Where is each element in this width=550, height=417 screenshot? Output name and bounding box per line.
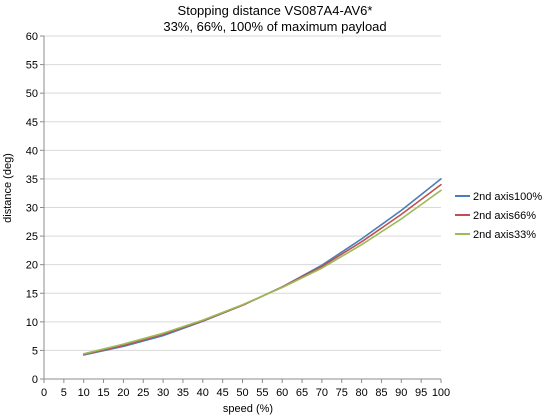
x-tick-label: 5: [61, 387, 67, 399]
legend: 2nd axis100% 2nd axis66% 2nd axis33%: [455, 191, 542, 241]
x-tick-label: 80: [355, 387, 367, 399]
y-tick-label: 50: [26, 88, 38, 100]
y-tick-label: 55: [26, 60, 38, 72]
y-tick-label: 25: [26, 231, 38, 243]
legend-label: 2nd axis66%: [473, 210, 536, 222]
x-tick-label: 10: [78, 387, 90, 399]
legend-label: 2nd axis100%: [473, 191, 542, 203]
x-tick-label: 35: [177, 387, 189, 399]
x-tick-label: 30: [157, 387, 169, 399]
y-tick-label: 0: [32, 374, 38, 386]
gridlines: [44, 35, 441, 351]
series-line: [82, 178, 442, 356]
chart-title: Stopping distance VS087A4-AV6*: [177, 3, 373, 18]
x-tick-label: 40: [197, 387, 209, 399]
x-tick-label: 0: [41, 387, 47, 399]
chart-subtitle: 33%, 66%, 100% of maximum payload: [163, 19, 387, 34]
y-tick-label: 10: [26, 317, 38, 329]
legend-label: 2nd axis33%: [473, 229, 536, 241]
x-tick-label: 55: [256, 387, 268, 399]
y-tick-label: 20: [26, 260, 38, 272]
series-line: [82, 189, 442, 355]
x-tick-label: 95: [415, 387, 427, 399]
x-tick-label: 60: [276, 387, 288, 399]
y-tick-label: 40: [26, 145, 38, 157]
series-line: [82, 183, 442, 356]
y-tick-label: 60: [26, 31, 38, 43]
y-tick-label: 45: [26, 117, 38, 129]
x-tick-label: 70: [316, 387, 328, 399]
axes: [40, 35, 442, 383]
x-tick-label: 100: [432, 387, 450, 399]
x-axis-label: speed (%): [223, 403, 273, 415]
x-tick-label: 25: [137, 387, 149, 399]
x-tick-label: 90: [395, 387, 407, 399]
x-tick-label: 50: [236, 387, 248, 399]
x-tick-label: 15: [97, 387, 109, 399]
x-tick-label: 65: [296, 387, 308, 399]
x-tick-label: 20: [117, 387, 129, 399]
series-lines: [82, 178, 442, 356]
x-tick-label: 85: [375, 387, 387, 399]
y-axis-label: distance (deg): [2, 153, 14, 223]
y-tick-label: 15: [26, 288, 38, 300]
y-tick-label: 30: [26, 203, 38, 215]
tick-labels: 0 5 10 15 20 25 30 35 40 45 50 55 60 0 5 10 15 20 25 30 35 40…: [26, 31, 450, 399]
x-tick-label: 45: [217, 387, 229, 399]
y-tick-label: 5: [32, 345, 38, 357]
x-tick-label: 75: [336, 387, 348, 399]
y-tick-label: 35: [26, 174, 38, 186]
